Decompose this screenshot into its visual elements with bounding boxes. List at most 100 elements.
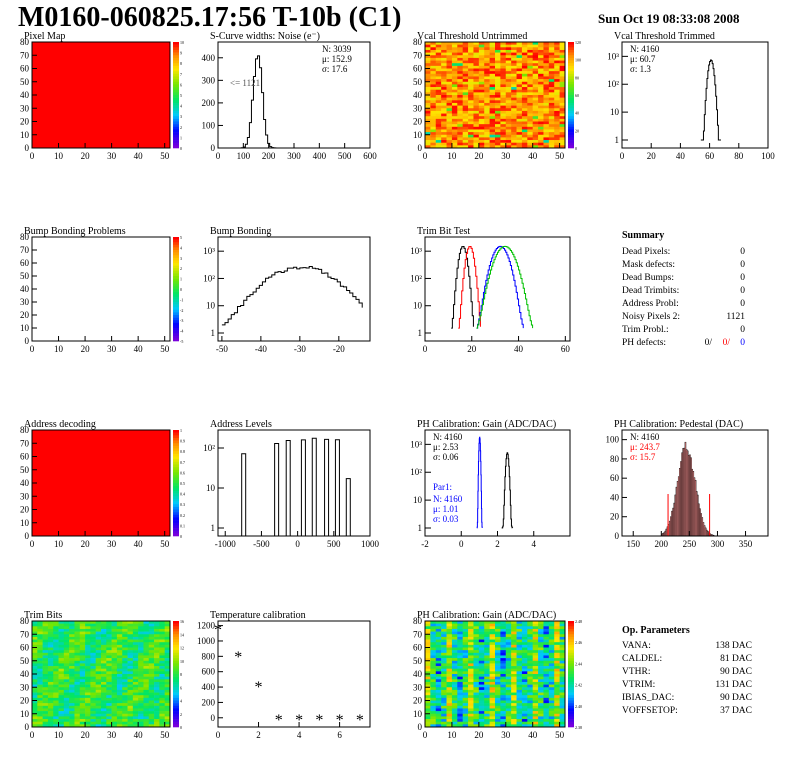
heatmap-cell <box>462 636 469 640</box>
heatmap-cell <box>511 145 517 149</box>
heatmap-cell <box>511 92 517 96</box>
heatmap-cell <box>468 626 474 630</box>
scale-label: -3 <box>180 318 183 323</box>
y-tick-label: 0 <box>211 713 216 723</box>
heatmap-cell <box>521 102 528 106</box>
heatmap-cell <box>521 52 528 56</box>
heatmap-cell <box>42 671 49 675</box>
heatmap-cell <box>441 658 447 662</box>
heatmap-cell <box>500 124 507 128</box>
heatmap-cell <box>164 713 171 717</box>
heatmap-cell <box>543 92 550 96</box>
heatmap-cell <box>484 666 490 669</box>
heatmap-cell <box>484 626 490 630</box>
heatmap-cell <box>446 631 453 635</box>
y-tick-label: 100 <box>606 435 620 445</box>
scale-step <box>568 97 574 101</box>
heatmap-cell <box>484 663 490 667</box>
scale-step <box>173 52 179 56</box>
heatmap-cell <box>478 631 485 635</box>
heatmap-cell <box>435 126 442 130</box>
heatmap-cell <box>425 113 431 117</box>
heatmap-cell <box>462 105 469 109</box>
heatmap-cell <box>468 73 474 77</box>
heatmap-cell <box>516 674 523 677</box>
heatmap-cell <box>543 140 550 143</box>
heatmap-cell <box>527 671 533 675</box>
heatmap-cell <box>425 660 431 664</box>
heatmap-cell <box>58 697 65 701</box>
y-tick-label: 20 <box>20 117 30 127</box>
heatmap-cell <box>489 47 496 51</box>
heatmap-cell <box>521 65 528 69</box>
heatmap-cell <box>548 639 555 643</box>
heatmap-cell <box>148 644 155 648</box>
y-tick-label: 0 <box>615 531 620 541</box>
heatmap-cell <box>478 71 485 75</box>
heatmap-cell <box>554 110 560 114</box>
heatmap-cell <box>500 666 507 669</box>
heatmap-cell <box>143 721 150 725</box>
heatmap-cell <box>122 642 128 646</box>
heatmap-cell <box>500 134 507 138</box>
heatmap-cell <box>58 636 65 640</box>
heatmap-cell <box>468 695 474 699</box>
heatmap-cell <box>42 687 49 691</box>
heatmap-cell <box>58 660 65 664</box>
heatmap-cell <box>430 658 437 662</box>
heatmap-cell <box>554 113 560 117</box>
heatmap-cell <box>37 623 43 627</box>
heatmap-cell <box>90 724 96 728</box>
stat-line: μ: 60.7 <box>630 54 656 64</box>
heatmap-cell <box>430 132 437 136</box>
heatmap-cell <box>138 631 144 635</box>
heatmap-cell <box>554 102 560 106</box>
heatmap-cell <box>543 716 550 720</box>
plot-title: PH Calibration: Gain (ADC/DAC) <box>417 419 556 430</box>
heatmap-cell <box>85 668 91 672</box>
heatmap-cell <box>468 628 474 632</box>
heatmap-cell <box>538 55 544 59</box>
heatmap-cell <box>127 721 134 725</box>
heatmap-cell <box>106 721 112 725</box>
heatmap-cell <box>116 623 123 627</box>
scale-label: 16 <box>180 619 184 624</box>
scale-step <box>173 472 179 476</box>
heatmap-cell <box>430 102 437 106</box>
heatmap-cell <box>495 121 501 125</box>
heatmap-cell <box>478 102 485 106</box>
scale-step <box>173 467 179 471</box>
heatmap-cell <box>451 42 458 45</box>
heatmap-cell <box>42 639 49 643</box>
scale-step <box>173 145 179 149</box>
y-tick-label: 30 <box>413 103 423 113</box>
heatmap-cell <box>505 713 512 717</box>
heatmap-cell <box>451 132 458 136</box>
heatmap-cell <box>111 642 118 646</box>
heatmap-cell <box>548 134 555 138</box>
heatmap-cell <box>538 689 544 693</box>
heatmap-cell <box>159 684 165 688</box>
heatmap-cell <box>468 102 474 106</box>
heatmap-cell <box>532 695 539 699</box>
heatmap-cell <box>63 658 70 662</box>
heatmap-cell <box>441 42 447 45</box>
heatmap-cell <box>478 639 485 643</box>
heatmap-cell <box>532 621 539 624</box>
scale-step <box>568 713 574 717</box>
heatmap-cell <box>37 655 43 659</box>
heatmap-cell <box>495 716 501 720</box>
heatmap-cell <box>559 140 566 143</box>
scale-step <box>173 110 179 114</box>
x-tick-label: 0 <box>216 151 221 161</box>
heatmap-cell <box>516 124 523 128</box>
heatmap-cell <box>457 124 463 128</box>
heatmap-cell <box>505 84 512 88</box>
x-tick-label: 40 <box>528 151 538 161</box>
heatmap-cell <box>441 719 447 722</box>
heatmap-cell <box>85 724 91 728</box>
heatmap-cell <box>154 687 160 691</box>
heatmap-cell <box>430 76 437 80</box>
heatmap-cell <box>430 134 437 138</box>
heatmap-cell <box>435 142 442 146</box>
